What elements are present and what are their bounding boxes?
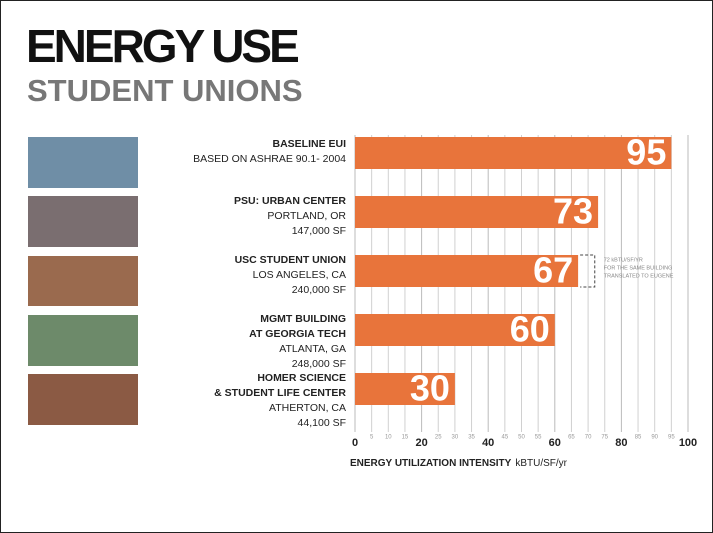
x-minor-tick-label: 65 bbox=[568, 435, 575, 441]
category-label: BASED ON ASHRAE 90.1- 2004 bbox=[193, 153, 346, 165]
x-axis-title: ENERGY UTILIZATION INTENSITY bbox=[350, 458, 512, 469]
subtitle: STUDENT UNIONS bbox=[27, 73, 303, 108]
category-label: HOMER SCIENCE bbox=[257, 372, 346, 384]
x-tick-label: 0 bbox=[352, 437, 358, 449]
x-tick-label: 100 bbox=[679, 437, 697, 449]
x-minor-tick-label: 50 bbox=[518, 435, 525, 441]
category-label: PORTLAND, OR bbox=[267, 210, 346, 222]
x-tick-label: 20 bbox=[415, 437, 427, 449]
photo bbox=[28, 374, 138, 425]
value-label: 60 bbox=[510, 309, 550, 350]
x-minor-tick-label: 30 bbox=[452, 435, 459, 441]
x-minor-tick-label: 75 bbox=[601, 435, 608, 441]
category-label: 147,000 SF bbox=[292, 225, 346, 237]
page: ENERGY USE STUDENT UNIONS 51015253035455… bbox=[0, 0, 713, 533]
x-tick-label: 60 bbox=[549, 437, 561, 449]
annotation-text: FOR THE SAME BUILDING bbox=[604, 265, 673, 271]
bar bbox=[355, 137, 671, 169]
category-label: 248,000 SF bbox=[292, 358, 346, 370]
photo bbox=[28, 256, 138, 306]
value-label: 73 bbox=[553, 191, 593, 232]
photos bbox=[28, 137, 138, 425]
slide: ENERGY USE STUDENT UNIONS 51015253035455… bbox=[0, 0, 713, 533]
x-tick-label: 80 bbox=[615, 437, 627, 449]
category-label: MGMT BUILDING bbox=[260, 313, 346, 325]
category-label: USC STUDENT UNION bbox=[235, 254, 346, 266]
x-minor-tick-label: 85 bbox=[635, 435, 642, 441]
category-label: 240,000 SF bbox=[292, 284, 346, 296]
category-label: ATLANTA, GA bbox=[279, 343, 346, 355]
category-label: ATHERTON, CA bbox=[269, 402, 346, 414]
x-minor-tick-label: 90 bbox=[651, 435, 658, 441]
x-minor-tick-label: 70 bbox=[585, 435, 592, 441]
photo bbox=[28, 137, 138, 188]
value-label: 67 bbox=[533, 250, 573, 291]
category-label: & STUDENT LIFE CENTER bbox=[214, 387, 346, 399]
photo bbox=[28, 315, 138, 366]
annotation-text: 72 kBTU/SF/YR bbox=[604, 257, 643, 263]
annotation-text: TRANSLATED TO EUGENE bbox=[604, 273, 674, 279]
x-minor-tick-label: 95 bbox=[668, 435, 675, 441]
category-label: LOS ANGELES, CA bbox=[253, 269, 346, 281]
title: ENERGY USE bbox=[26, 20, 298, 72]
category-label: BASELINE EUI bbox=[272, 138, 346, 150]
x-minor-tick-label: 25 bbox=[435, 435, 442, 441]
x-minor-tick-label: 55 bbox=[535, 435, 542, 441]
x-axis-unit: kBTU/SF/yr bbox=[515, 458, 567, 469]
category-label: 44,100 SF bbox=[298, 417, 346, 429]
category-label: PSU: URBAN CENTER bbox=[234, 195, 346, 207]
category-label: AT GEORGIA TECH bbox=[249, 328, 346, 340]
x-minor-tick-label: 35 bbox=[468, 435, 475, 441]
value-label: 95 bbox=[626, 132, 666, 173]
photo bbox=[28, 196, 138, 247]
x-minor-tick-label: 15 bbox=[402, 435, 409, 441]
x-minor-tick-label: 10 bbox=[385, 435, 392, 441]
x-tick-label: 40 bbox=[482, 437, 494, 449]
value-label: 30 bbox=[410, 368, 450, 409]
x-minor-tick-label: 45 bbox=[502, 435, 509, 441]
